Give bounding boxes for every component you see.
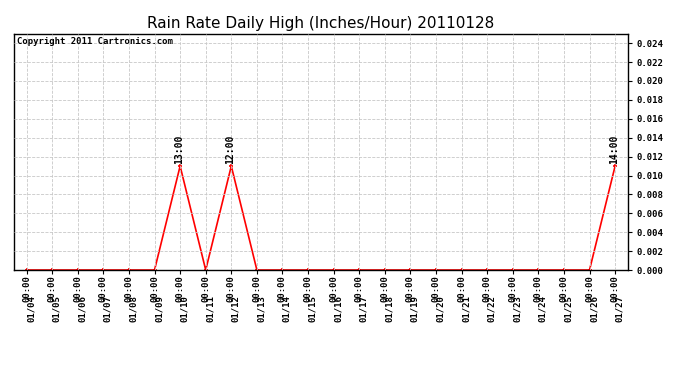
Text: 01/24: 01/24 xyxy=(538,296,547,322)
Text: 01/19: 01/19 xyxy=(411,296,420,322)
Text: 01/15: 01/15 xyxy=(308,296,317,322)
Text: 01/07: 01/07 xyxy=(104,296,112,322)
Text: 01/18: 01/18 xyxy=(385,296,394,322)
Text: 01/27: 01/27 xyxy=(615,296,624,322)
Text: 01/04: 01/04 xyxy=(27,296,36,322)
Text: 12:00: 12:00 xyxy=(225,135,235,164)
Text: 01/08: 01/08 xyxy=(129,296,138,322)
Text: 01/20: 01/20 xyxy=(436,296,445,322)
Text: 01/06: 01/06 xyxy=(78,296,87,322)
Text: 01/21: 01/21 xyxy=(462,296,471,322)
Text: 01/25: 01/25 xyxy=(564,296,573,322)
Text: 01/23: 01/23 xyxy=(513,296,522,322)
Text: 01/13: 01/13 xyxy=(257,296,266,322)
Title: Rain Rate Daily High (Inches/Hour) 20110128: Rain Rate Daily High (Inches/Hour) 20110… xyxy=(147,16,495,31)
Text: Copyright 2011 Cartronics.com: Copyright 2011 Cartronics.com xyxy=(17,37,172,46)
Text: 01/22: 01/22 xyxy=(487,296,496,322)
Text: 01/09: 01/09 xyxy=(155,296,164,322)
Text: 01/05: 01/05 xyxy=(52,296,61,322)
Text: 01/12: 01/12 xyxy=(231,296,240,322)
Text: 01/14: 01/14 xyxy=(282,296,291,322)
Text: 01/16: 01/16 xyxy=(334,296,343,322)
Text: 01/10: 01/10 xyxy=(180,296,189,322)
Text: 01/26: 01/26 xyxy=(589,296,598,322)
Text: 01/11: 01/11 xyxy=(206,296,215,322)
Text: 01/17: 01/17 xyxy=(359,296,368,322)
Text: 13:00: 13:00 xyxy=(174,135,184,164)
Text: 14:00: 14:00 xyxy=(609,135,619,164)
